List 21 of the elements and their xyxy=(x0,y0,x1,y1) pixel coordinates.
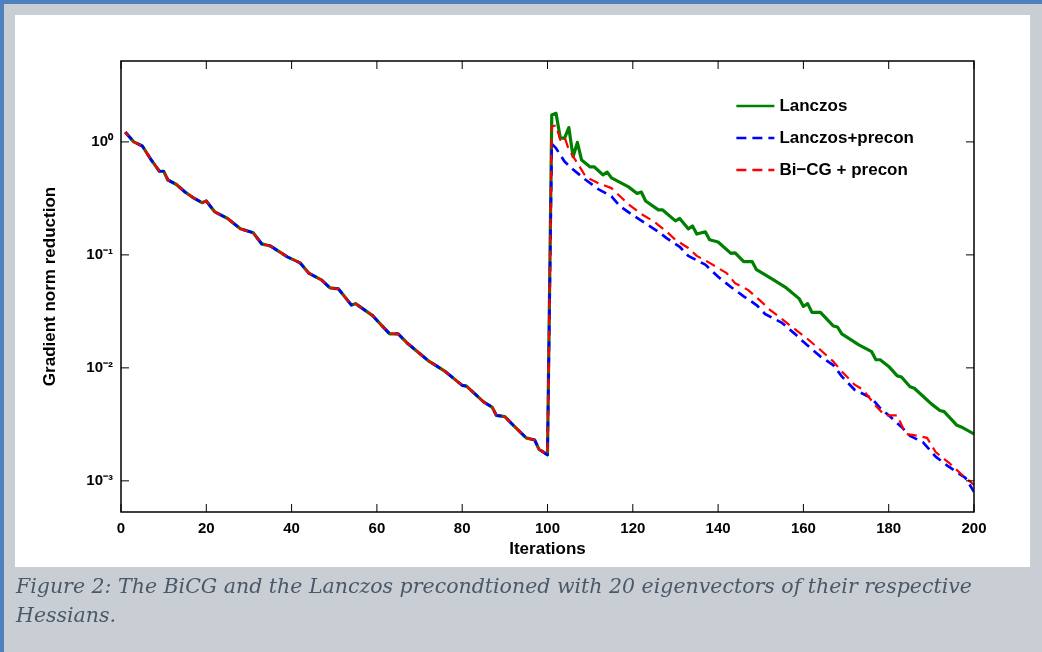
x-tick-label: 80 xyxy=(453,519,471,537)
x-tick-label: 160 xyxy=(790,519,816,537)
legend-label: Lanczos xyxy=(779,95,848,115)
x-tick-label: 140 xyxy=(705,519,731,537)
y-tick-label: 10⁻¹ xyxy=(86,245,113,263)
caption: Figure 2: The BiCG and the Lanczos precondtioned with 20 eigenvectors of their respective Hessians. xyxy=(16,573,973,629)
y-tick-label: 10⁻² xyxy=(86,358,113,375)
y-axis-title: Gradient norm reduction xyxy=(39,186,59,387)
x-tick-label: 100 xyxy=(534,519,561,537)
x-tick-label: 40 xyxy=(283,519,300,537)
x-axis-title: Iterations xyxy=(509,539,586,559)
legend-label: Lanczos+precon xyxy=(779,127,914,147)
legend-label: Bi−CG + precon xyxy=(779,159,908,179)
x-tick-label: 0 xyxy=(116,519,126,537)
x-tick-label: 60 xyxy=(368,519,386,537)
x-tick-label: 20 xyxy=(197,519,215,537)
x-tick-label: 200 xyxy=(961,519,987,537)
x-tick-label: 120 xyxy=(620,519,646,537)
y-tick-label: 10⁻³ xyxy=(86,470,113,488)
x-tick-label: 180 xyxy=(876,519,902,537)
y-tick-label: 10⁰ xyxy=(91,132,114,150)
